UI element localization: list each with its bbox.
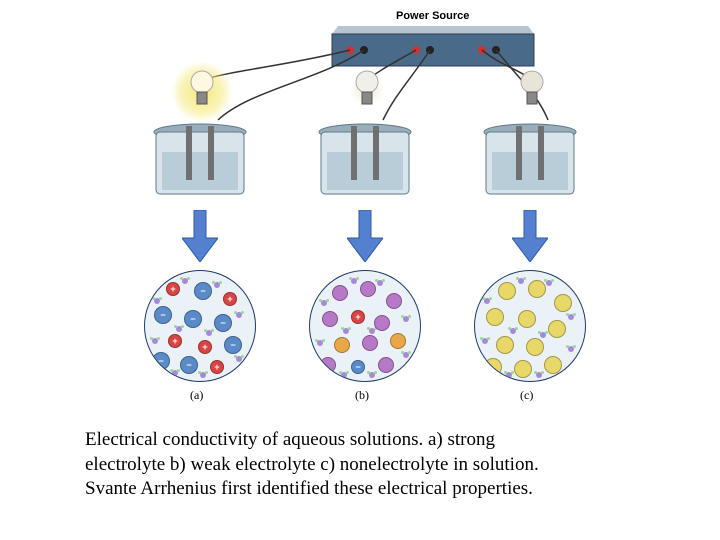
label-b: (b) — [355, 388, 369, 403]
beaker-c — [480, 122, 580, 202]
label-c: (c) — [520, 388, 533, 403]
caption-text: Electrical conductivity of aqueous solut… — [85, 428, 645, 502]
molecule-view-c — [474, 270, 586, 382]
bulb-a — [190, 70, 214, 108]
label-a: (a) — [190, 388, 203, 403]
molecule-view-b: +− — [309, 270, 421, 382]
beaker-b — [315, 122, 415, 202]
beaker-a — [150, 122, 250, 202]
arrow-b — [347, 210, 383, 262]
bulb-c — [520, 70, 544, 108]
arrow-a — [182, 210, 218, 262]
molecule-view-a: +−+−−−++−−−+ — [144, 270, 256, 382]
arrow-c — [512, 210, 548, 262]
electrolyte-diagram: Power Source — [90, 10, 630, 420]
bulb-b — [355, 70, 379, 108]
